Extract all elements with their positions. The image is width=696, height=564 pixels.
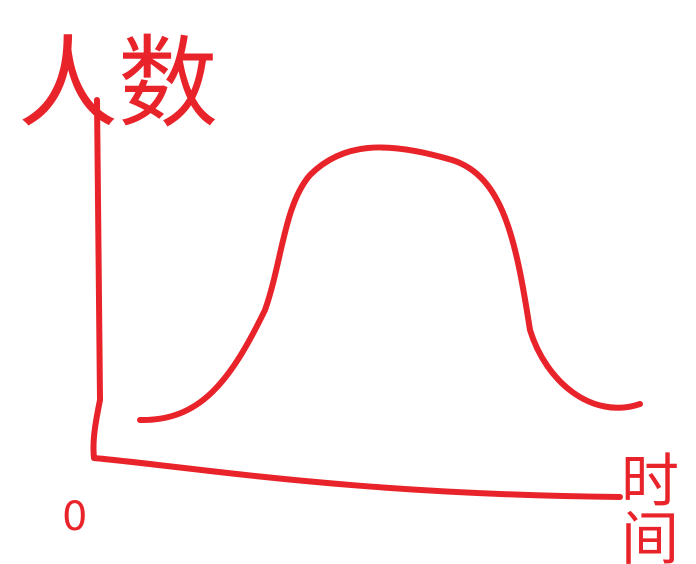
x-axis-label: 时间 xyxy=(611,450,679,564)
bell-curve xyxy=(137,144,643,424)
y-axis-label: 人数 xyxy=(18,25,218,142)
x-axis xyxy=(91,455,623,500)
origin-label: 0 xyxy=(62,494,87,540)
y-axis xyxy=(90,97,103,461)
